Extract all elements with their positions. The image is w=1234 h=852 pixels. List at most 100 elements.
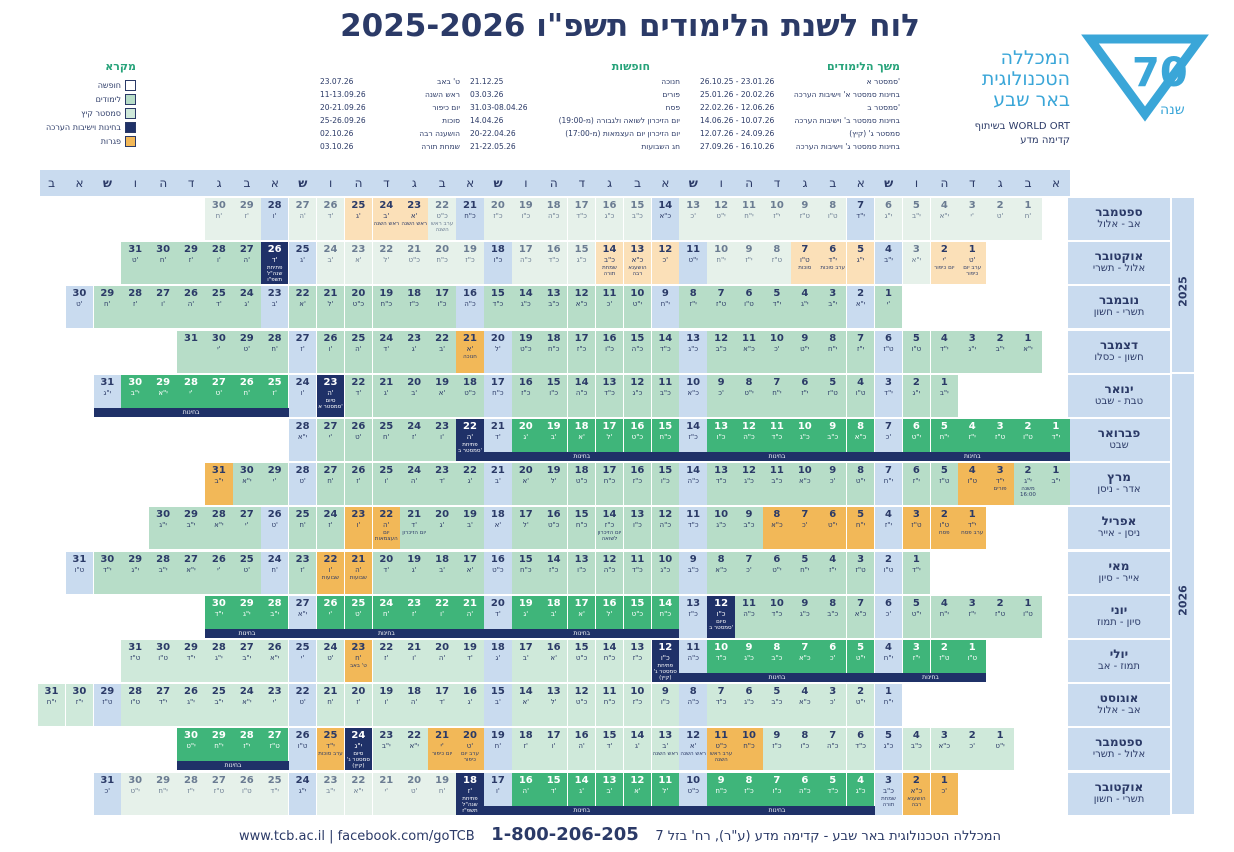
hebrew-date: כ"א bbox=[771, 521, 783, 530]
hebrew-date: כ' bbox=[774, 344, 780, 353]
hebrew-date: כ"ט bbox=[547, 521, 560, 530]
day-cell: 16 כ"ז bbox=[512, 374, 540, 417]
day-number: 3 bbox=[968, 200, 976, 211]
legend-swatch bbox=[125, 79, 136, 91]
day-number: 9 bbox=[829, 421, 837, 432]
day-cell: 12 י"ט bbox=[707, 198, 735, 240]
hebrew-date: ד' bbox=[355, 388, 362, 397]
day-number: 27 bbox=[295, 332, 310, 344]
day-cell: 4 ט"ו bbox=[958, 463, 986, 506]
day-number: 14 bbox=[658, 200, 673, 211]
day-cell: 21 י' bbox=[372, 772, 401, 815]
hebrew-date: ל' bbox=[550, 698, 557, 707]
legend-swatch bbox=[125, 135, 136, 147]
day-number: 28 bbox=[239, 730, 254, 742]
day-cell: 19 ח' bbox=[428, 772, 456, 815]
day-cell: 15 כ"ט bbox=[567, 640, 596, 682]
hebrew-date: כ"ח bbox=[603, 477, 616, 486]
hebrew-date: כ"ד bbox=[771, 433, 783, 441]
day-cell: 10 כ' bbox=[763, 330, 791, 373]
day-event: שמחת תורה bbox=[602, 265, 617, 278]
weekday-label: ב bbox=[634, 176, 641, 190]
hebrew-date: י"ב bbox=[939, 388, 949, 397]
day-number: 11 bbox=[742, 597, 756, 609]
hebrew-date: י"א bbox=[939, 212, 950, 220]
day-number: 7 bbox=[801, 509, 809, 521]
weekday-label: ג bbox=[607, 176, 613, 190]
hebrew-date: י"ב bbox=[381, 742, 391, 751]
partner-line-1: בשיתוף WORLD ORT bbox=[974, 121, 1070, 132]
hebrew-date: י"א bbox=[911, 256, 922, 265]
footer-phone[interactable]: 1-800-206-205 bbox=[491, 824, 639, 845]
hebrew-date: ה' bbox=[466, 433, 474, 441]
hebrew-date: כ"ד bbox=[632, 565, 643, 574]
hebrew-date: כ"ז bbox=[772, 742, 782, 751]
day-number: 18 bbox=[463, 774, 477, 786]
day-number: 9 bbox=[689, 553, 697, 565]
hebrew-date: י"ג bbox=[131, 565, 140, 574]
day-cell: 21 ד' יום הזיכרון bbox=[400, 507, 428, 550]
weekday-label: ב bbox=[438, 176, 446, 190]
day-cell: 2 י"ג משנה 16:00 bbox=[1014, 463, 1042, 506]
day-number: 22 bbox=[295, 686, 310, 698]
day-number: 2 bbox=[1024, 421, 1032, 432]
legend-label: סמסטר קיץ bbox=[81, 108, 121, 118]
day-cell: 14 כ"ב שמחת תורה bbox=[595, 242, 624, 285]
hebrew-date: י"ז bbox=[75, 698, 83, 707]
day-cell: 19 כ"ט bbox=[512, 330, 540, 373]
day-number: 25 bbox=[267, 376, 282, 388]
hebrew-date: כ"ח bbox=[492, 388, 504, 397]
hebrew-date: י"ט bbox=[911, 609, 922, 618]
day-number: 1 bbox=[912, 553, 920, 565]
hebrew-date: י"ט bbox=[186, 742, 196, 751]
day-cell: 18 ז' פתיחת שנה"ל תשפ"ז bbox=[456, 772, 484, 815]
hebrew-date: כ"ה bbox=[547, 212, 560, 220]
day-cell: 26 י"ג bbox=[177, 684, 205, 727]
hebrew-date: ט' bbox=[327, 654, 334, 662]
footer-links[interactable]: www.tcb.ac.il | facebook.com/goTCB bbox=[239, 829, 475, 844]
day-number: 21 bbox=[490, 421, 505, 432]
day-event: ערב יום כיפור bbox=[963, 265, 982, 278]
day-number: 11 bbox=[658, 376, 673, 388]
day-cell: 23 א' bbox=[344, 242, 373, 285]
hebrew-date: ז' bbox=[188, 256, 194, 265]
day-number: 24 bbox=[407, 465, 422, 477]
day-number: 7 bbox=[857, 200, 865, 211]
day-number: 16 bbox=[630, 465, 645, 477]
hebrew-date: כ' bbox=[829, 654, 836, 662]
day-number: 4 bbox=[885, 642, 892, 653]
hebrew-date: כ"ח bbox=[380, 300, 393, 309]
exam-stripe: בחינות bbox=[93, 407, 289, 417]
day-cell: 30 ט' bbox=[65, 286, 94, 329]
schedule-dates: 22.02.26 - 12.06.26 bbox=[700, 103, 775, 112]
hebrew-date: ד' bbox=[216, 300, 222, 309]
hebrew-date: כ"ו bbox=[660, 654, 670, 662]
hebrew-date: ה' bbox=[410, 698, 418, 707]
month-label: יוני סיון - תמוז bbox=[1068, 595, 1170, 638]
day-cell: 13 ב' ראש השנה bbox=[651, 728, 680, 771]
day-number: 29 bbox=[156, 774, 171, 786]
day-cell: 27 ט"ז bbox=[205, 772, 233, 815]
day-number: 11 bbox=[742, 332, 756, 344]
day-cell: 4 כ"ב bbox=[902, 728, 931, 771]
day-number: 21 bbox=[407, 244, 422, 256]
day-event: הושענא רבה bbox=[907, 795, 926, 808]
day-cell: 1 ח' bbox=[1014, 198, 1042, 240]
hebrew-date: כ"ה bbox=[743, 609, 755, 618]
day-cell: 12 כ"ג bbox=[623, 374, 652, 417]
weekday-label: ו bbox=[719, 176, 723, 190]
day-number: 25 bbox=[295, 509, 310, 521]
day-cell: 5 י"ג bbox=[846, 242, 875, 285]
day-cell: 29 ז' bbox=[177, 242, 205, 285]
holiday-row: 03.10.26 שמחת תורה bbox=[320, 141, 460, 153]
day-cell: 15 כ"ב bbox=[623, 198, 652, 240]
day-number: 21 bbox=[351, 553, 366, 565]
day-cell: 15 כ"ד bbox=[484, 286, 512, 329]
hebrew-date: כ"ח bbox=[436, 256, 448, 265]
hebrew-date: י"ד bbox=[967, 521, 977, 530]
day-cell: 11 כ"ד bbox=[679, 507, 707, 550]
day-cell: 18 ז' bbox=[512, 728, 540, 771]
day-event: יום הזיכרון bbox=[402, 530, 427, 537]
month-hebrew: שבט bbox=[1109, 440, 1129, 451]
day-number: 7 bbox=[717, 288, 725, 300]
